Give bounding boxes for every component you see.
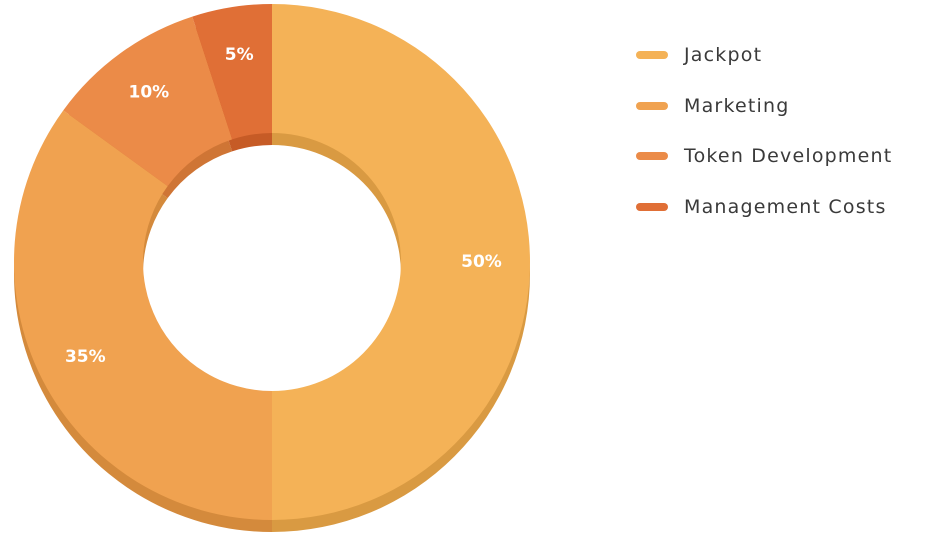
donut-slices <box>13 4 530 520</box>
legend-swatch <box>636 51 668 60</box>
slice-label-management-costs: 5% <box>225 45 254 65</box>
legend-swatch <box>636 202 668 211</box>
slice-token-development[interactable] <box>63 16 233 187</box>
legend-item-management-costs[interactable]: Management Costs <box>636 182 892 233</box>
legend-label: Management Costs <box>684 195 887 218</box>
slice-label-jackpot: 50% <box>461 252 502 272</box>
slice-management-costs[interactable] <box>192 4 272 140</box>
legend-label: Jackpot <box>684 44 763 67</box>
slice-jackpot[interactable] <box>272 4 530 520</box>
slice-label-token-development: 10% <box>129 83 170 103</box>
legend-item-jackpot[interactable]: Jackpot <box>636 30 892 81</box>
legend-swatch <box>636 101 668 110</box>
legend-swatch <box>636 152 668 161</box>
legend-label: Marketing <box>684 94 790 117</box>
legend-label: Token Development <box>684 145 893 168</box>
legend-item-token-development[interactable]: Token Development <box>636 131 892 182</box>
slice-marketing[interactable] <box>13 110 272 520</box>
slice-label-marketing: 35% <box>65 347 106 367</box>
chart-legend: Jackpot Marketing Token Development Mana… <box>636 30 892 232</box>
donut-chart: 50% 35% 10% 5% <box>13 4 530 532</box>
legend-item-marketing[interactable]: Marketing <box>636 81 892 132</box>
slice-labels: 50% 35% 10% 5% <box>65 45 502 367</box>
